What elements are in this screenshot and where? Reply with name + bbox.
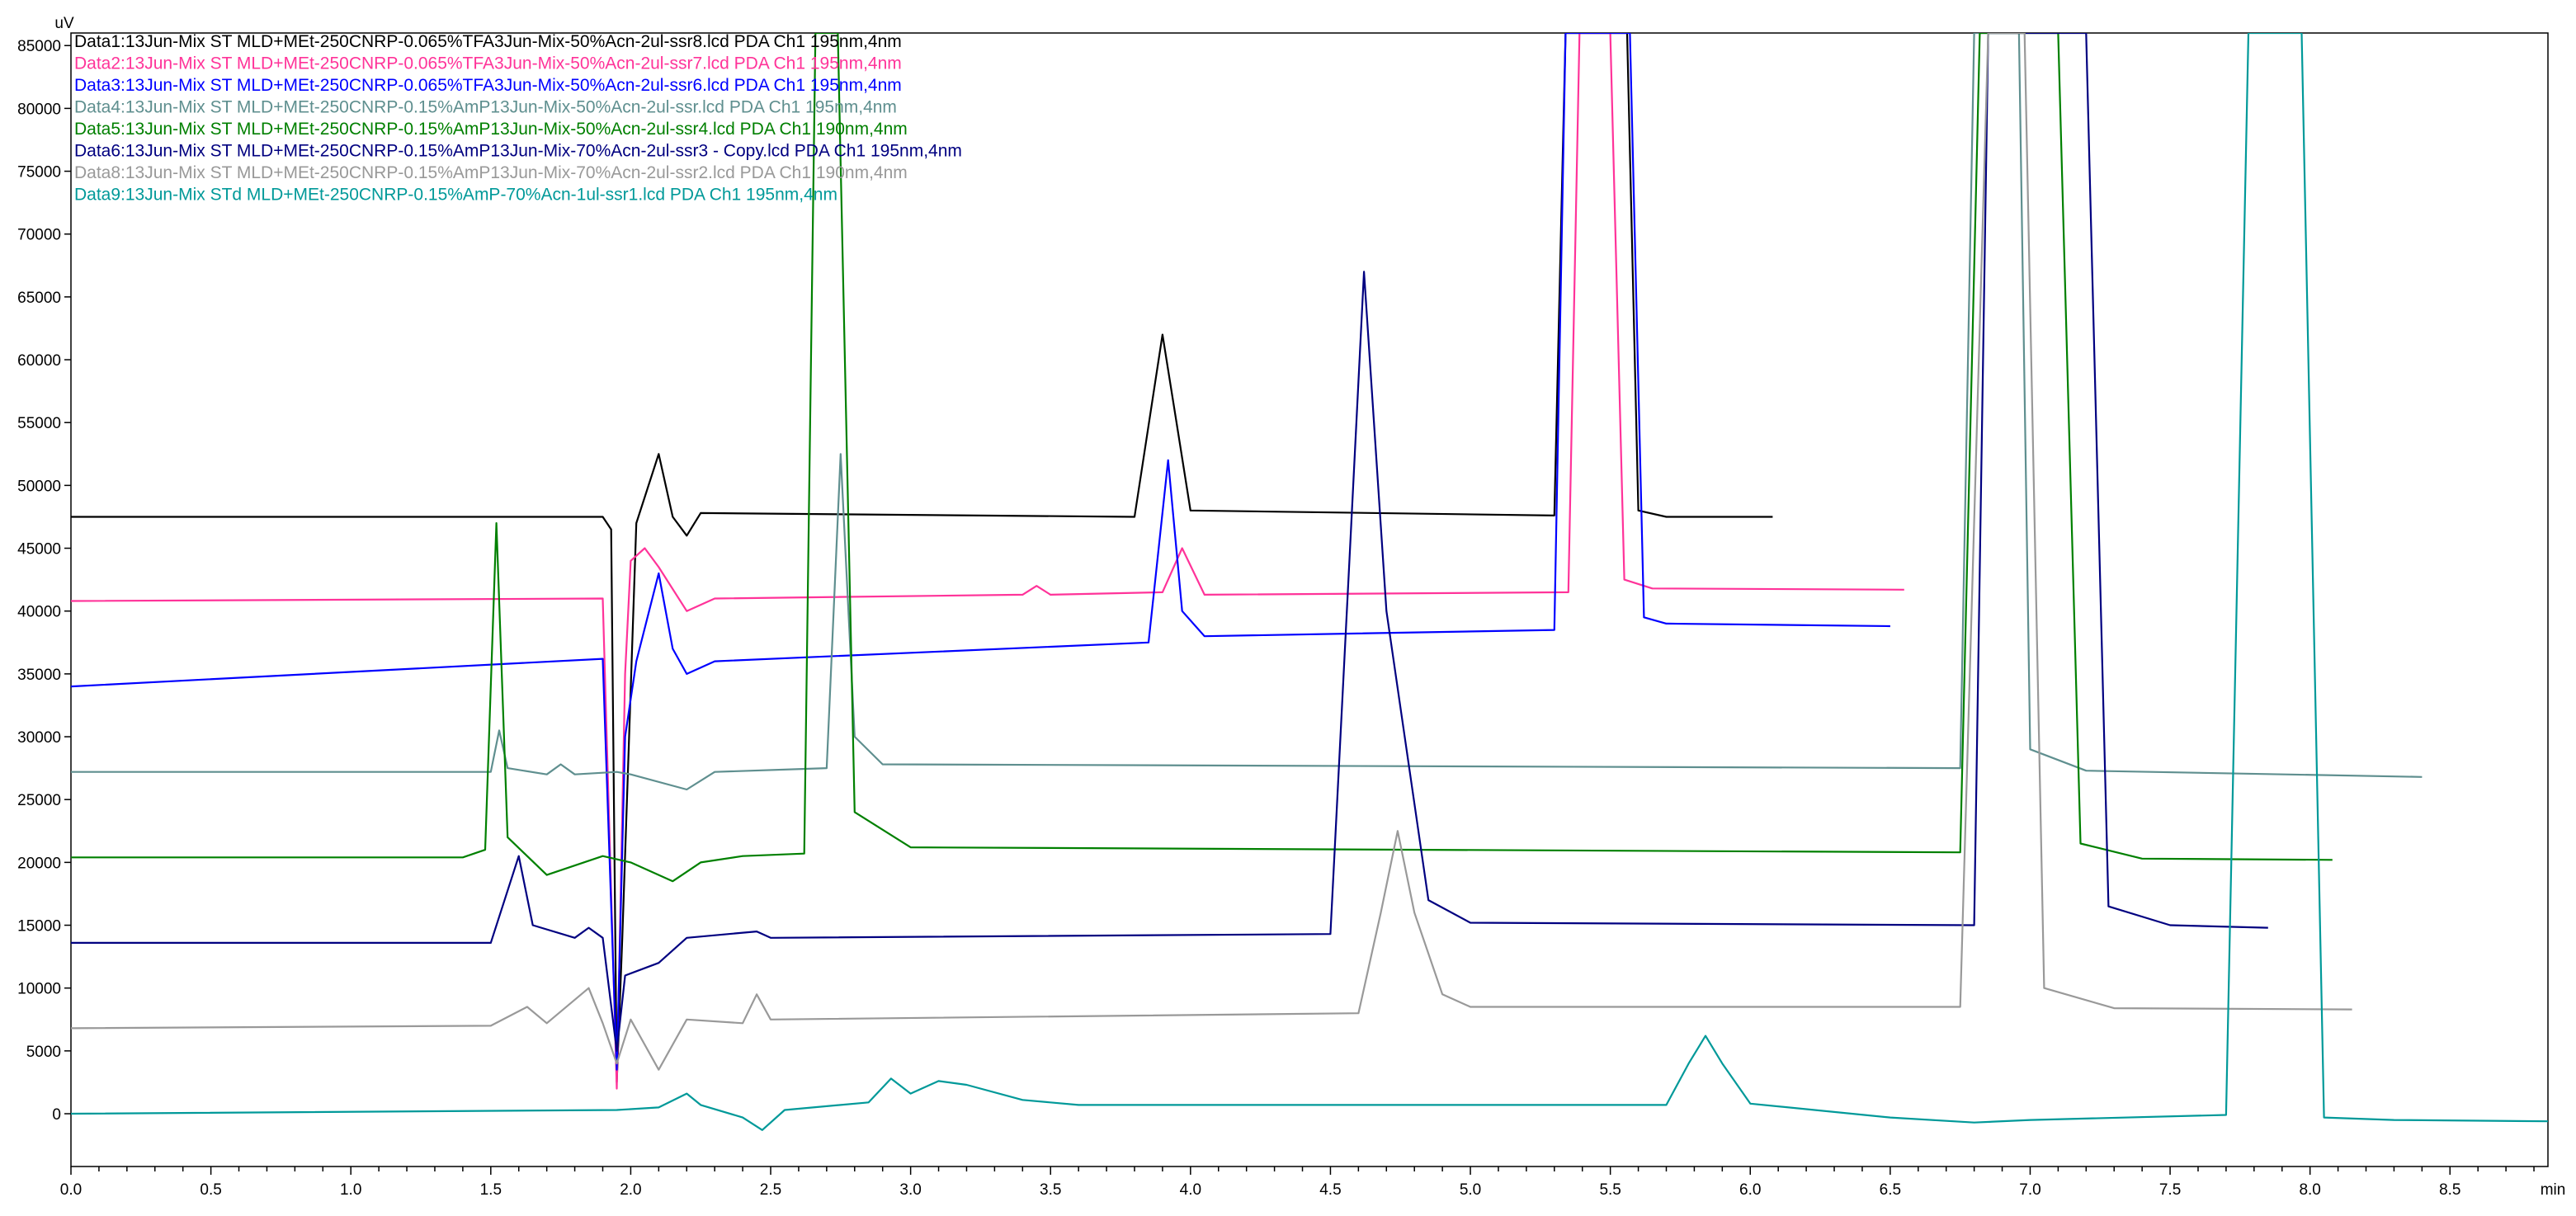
series-line-2 [71, 33, 1904, 1090]
plot-frame [70, 32, 2549, 1167]
x-tick-label: 6.5 [1880, 1181, 1901, 1199]
x-tick-label: 4.0 [1180, 1181, 1201, 1199]
y-tick-label: 50000 [17, 478, 61, 495]
x-tick-label: 3.0 [899, 1181, 921, 1199]
y-tick-label: 5000 [26, 1044, 61, 1061]
y-tick-label: 15000 [17, 918, 61, 936]
legend-entry: Data5:13Jun-Mix ST MLD+MEt-250CNRP-0.15%… [74, 120, 908, 139]
series-line-5 [71, 33, 2333, 883]
y-tick-label: 60000 [17, 352, 61, 370]
series-line-4 [71, 33, 2423, 791]
x-tick-label: 6.0 [1739, 1181, 1761, 1199]
y-tick-label: 70000 [17, 227, 61, 244]
x-tick-label: 3.5 [1040, 1181, 1061, 1199]
legend-entry: Data8:13Jun-Mix ST MLD+MEt-250CNRP-0.15%… [74, 163, 908, 182]
x-tick-label: 7.5 [2159, 1181, 2181, 1199]
x-tick-label: 1.5 [480, 1181, 502, 1199]
x-tick-label: 0.0 [60, 1181, 82, 1199]
y-tick-label: 30000 [17, 729, 61, 747]
y-tick-label: 45000 [17, 541, 61, 559]
x-axis-label: min [2541, 1181, 2566, 1199]
legend-entry: Data9:13Jun-Mix STd MLD+MEt-250CNRP-0.15… [74, 186, 837, 205]
x-tick-label: 0.5 [200, 1181, 221, 1199]
y-tick-label: 20000 [17, 855, 61, 872]
y-tick-label: 10000 [17, 981, 61, 998]
series-line-8 [71, 33, 2548, 1131]
y-tick-label: 65000 [17, 290, 61, 307]
y-tick-label: 85000 [17, 38, 61, 55]
x-tick-label: 4.5 [1319, 1181, 1341, 1199]
x-tick-label: 7.0 [2019, 1181, 2041, 1199]
series-line-3 [71, 33, 1890, 1071]
x-tick-label: 2.5 [760, 1181, 781, 1199]
x-tick-label: 2.0 [620, 1181, 641, 1199]
y-tick-label: 75000 [17, 164, 61, 181]
series-lines [71, 33, 2548, 1131]
x-tick-label: 5.0 [1460, 1181, 1481, 1199]
y-tick-label: 40000 [17, 604, 61, 621]
legend-entry: Data1:13Jun-Mix ST MLD+MEt-250CNRP-0.065… [74, 32, 902, 51]
y-tick-label: 0 [52, 1106, 61, 1124]
x-tick-label: 1.0 [340, 1181, 361, 1199]
y-tick-label: 25000 [17, 792, 61, 809]
x-tick-label: 8.0 [2299, 1181, 2320, 1199]
legend-entry: Data2:13Jun-Mix ST MLD+MEt-250CNRP-0.065… [74, 54, 902, 73]
axes: 0.0 0.5 1.0 1.5 2.0 2.5 3.0 3.5 4.0 4.5 5.0 5.5 6.0 6… [17, 32, 2549, 1199]
y-tick-label: 55000 [17, 415, 61, 432]
series-line-7 [71, 33, 2352, 1071]
legend-entry: Data3:13Jun-Mix ST MLD+MEt-250CNRP-0.065… [74, 76, 902, 95]
x-tick-label: 8.5 [2439, 1181, 2460, 1199]
y-tick-label: 35000 [17, 667, 61, 684]
series-line-6 [71, 33, 2268, 1052]
legend-entry: Data4:13Jun-Mix ST MLD+MEt-250CNRP-0.15%… [74, 98, 897, 117]
legend: Data1:13Jun-Mix ST MLD+MEt-250CNRP-0.065… [74, 32, 962, 205]
y-axis-label: uV [54, 15, 74, 32]
x-tick-label: 5.5 [1599, 1181, 1621, 1199]
legend-entry: Data6:13Jun-Mix ST MLD+MEt-250CNRP-0.15%… [74, 142, 962, 161]
y-tick-label: 80000 [17, 101, 61, 118]
